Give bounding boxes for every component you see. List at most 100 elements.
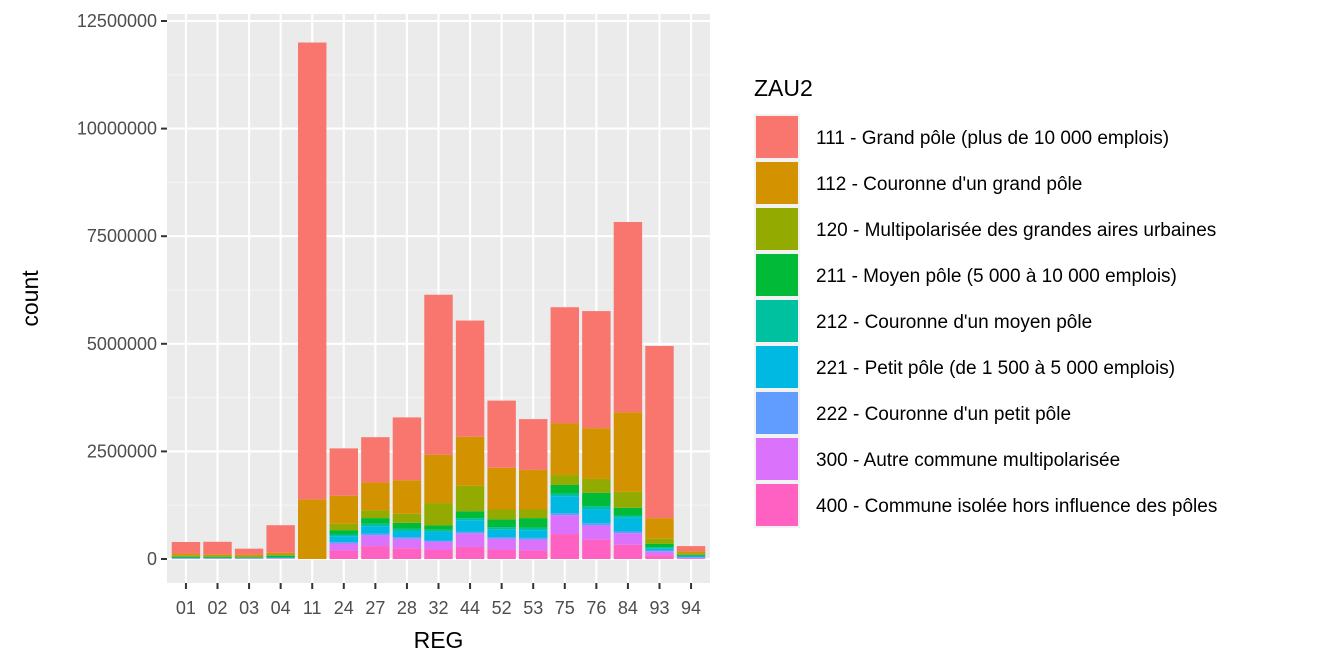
x-tick-label: 94: [681, 598, 701, 618]
bar-segment-93-211: [645, 543, 674, 548]
bar-segment-02-112: [203, 554, 232, 556]
y-tick-label: 7500000: [87, 226, 157, 246]
bar-segment-27-211: [361, 518, 390, 524]
bar-segment-52-222: [487, 537, 516, 539]
bar-segment-03-112: [234, 554, 264, 557]
bar-segment-44-222: [455, 531, 485, 534]
bar-segment-75-300: [550, 515, 579, 535]
x-tick-label: 04: [271, 598, 291, 618]
bar-segment-02-211: [203, 556, 232, 558]
bar-segment-27-300: [361, 535, 390, 547]
bar-segment-94-300: [676, 557, 706, 559]
bar-segment-94-400: [676, 558, 706, 559]
x-tick-label: 11: [303, 598, 322, 618]
legend-swatch: [756, 346, 798, 388]
bar-segment-28-300: [392, 538, 422, 549]
legend-label: 222 - Couronne d'un petit pôle: [816, 404, 1071, 425]
bar-segment-02-111: [203, 541, 232, 555]
bar-segment-28-222: [392, 537, 422, 539]
bar-segment-04-211: [266, 555, 295, 558]
bar-segment-53-221: [519, 530, 548, 538]
x-axis-title: REG: [414, 627, 464, 653]
bar-segment-27-112: [361, 482, 390, 511]
bar-segment-52-212: [487, 527, 516, 530]
bar-segment-32-300: [424, 541, 453, 550]
bar-segment-44-111: [455, 320, 485, 437]
bar-segment-76-300: [582, 525, 611, 540]
bar-segment-75-112: [550, 423, 579, 476]
bar-segment-84-222: [613, 531, 643, 534]
bar-segment-24-212: [329, 534, 358, 537]
bar-segment-44-400: [455, 546, 485, 559]
x-tick-label: 03: [239, 598, 259, 618]
bar-segment-84-211: [613, 507, 643, 516]
bar-segment-04-111: [266, 525, 295, 553]
bar-segment-53-120: [519, 509, 548, 519]
bar-segment-27-212: [361, 523, 390, 527]
bar-segment-93-212: [645, 547, 674, 549]
bar-segment-75-111: [550, 307, 579, 424]
bar-segment-52-400: [487, 549, 516, 559]
bar-segment-03-211: [234, 557, 264, 558]
bar-segment-28-400: [392, 548, 422, 559]
bar-segment-75-120: [550, 475, 579, 485]
y-tick-label: 0: [147, 549, 157, 569]
bar-segment-32-400: [424, 549, 453, 559]
x-tick-label: 01: [176, 598, 196, 618]
bar-segment-76-212: [582, 506, 611, 510]
bar-segment-32-212: [424, 529, 453, 532]
bar-segment-53-211: [519, 518, 548, 528]
y-axis-title: count: [17, 270, 43, 327]
x-tick-label: 52: [492, 598, 512, 618]
bar-segment-76-111: [582, 311, 611, 429]
bar-segment-76-211: [582, 492, 611, 507]
bar-segment-53-111: [519, 419, 548, 470]
bar-segment-84-111: [613, 221, 643, 413]
legend-swatch: [756, 254, 798, 296]
bar-segment-32-221: [424, 531, 453, 541]
legend-label: 400 - Commune isolée hors influence des …: [816, 496, 1217, 517]
legend-swatch: [756, 208, 798, 250]
bar-segment-94-112: [676, 551, 706, 554]
bar-segment-04-221: [266, 557, 295, 559]
bar-segment-76-221: [582, 509, 611, 524]
bar-segment-94-221: [676, 555, 706, 558]
x-tick-label: 28: [397, 598, 417, 618]
bar-segment-02-120: [203, 555, 232, 557]
y-tick-label: 5000000: [87, 334, 157, 354]
bar-segment-28-221: [392, 531, 422, 538]
x-tick-label: 44: [460, 598, 480, 618]
x-tick-label: 93: [649, 598, 669, 618]
bar-segment-93-300: [645, 551, 674, 556]
bar-segment-28-211: [392, 522, 422, 529]
bar-segment-93-120: [645, 538, 674, 544]
bar-segment-24-221: [329, 536, 358, 543]
bar-segment-44-120: [455, 485, 485, 512]
y-tick-label: 12500000: [77, 11, 157, 31]
bar-segment-11-111: [298, 42, 327, 500]
bar-segment-27-222: [361, 533, 390, 536]
x-tick-label: 76: [586, 598, 606, 618]
legend-label: 111 - Grand pôle (plus de 10 000 emplois…: [816, 128, 1169, 149]
bar-segment-01-111: [171, 541, 201, 554]
bar-segment-93-111: [645, 345, 674, 519]
bar-segment-75-400: [550, 534, 579, 559]
bar-segment-24-400: [329, 550, 358, 559]
bar-segment-52-111: [487, 400, 516, 468]
bar-segment-32-222: [424, 540, 453, 542]
bar-segment-84-120: [613, 491, 643, 508]
bar-segment-76-112: [582, 428, 611, 479]
legend-label: 212 - Couronne d'un moyen pôle: [816, 312, 1092, 333]
bar-segment-52-112: [487, 467, 516, 510]
bar-segment-94-111: [676, 546, 706, 552]
x-tick-label: 53: [523, 598, 543, 618]
bar-segment-76-120: [582, 478, 611, 493]
bar-segment-28-212: [392, 528, 422, 532]
legend-label: 300 - Autre commune multipolarisée: [816, 450, 1120, 471]
bar-segment-01-112: [171, 553, 201, 556]
bar-segment-76-400: [582, 539, 611, 559]
legend-label: 221 - Petit pôle (de 1 500 à 5 000 emplo…: [816, 358, 1175, 379]
bar-segment-44-221: [455, 520, 485, 532]
bar-segment-24-300: [329, 543, 358, 551]
